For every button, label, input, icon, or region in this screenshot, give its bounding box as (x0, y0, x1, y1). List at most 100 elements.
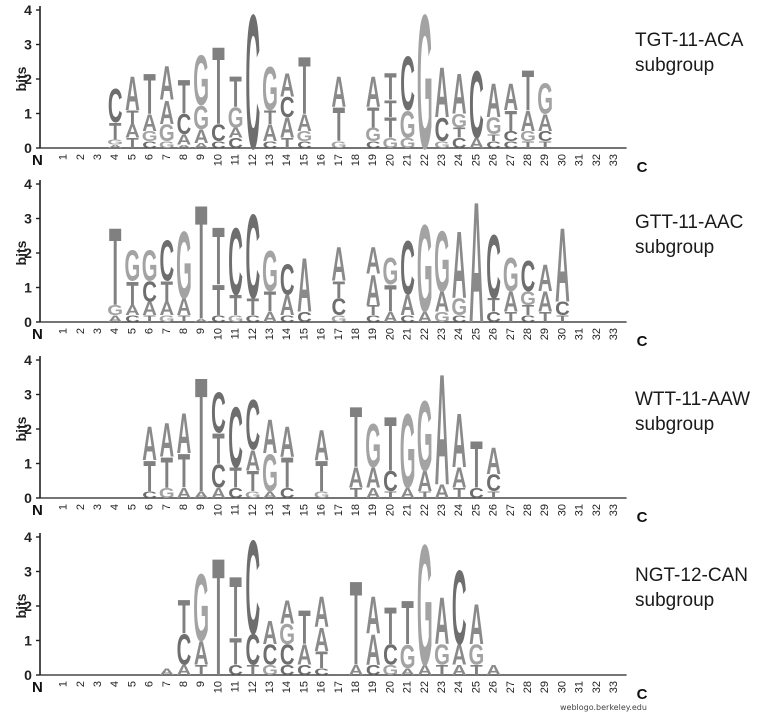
panel-2-title: GTT-11-AAC (635, 212, 744, 233)
logo-letter-A: A (366, 626, 381, 675)
position-label: 29 (539, 154, 551, 166)
panel-3-title: WTT-11-AAW (635, 389, 751, 410)
logo-letter-G: G (434, 639, 450, 671)
logo-letter-C: C (452, 314, 467, 324)
logo-letter-G: G (417, 380, 433, 492)
logo-letter-A: A (142, 417, 157, 470)
logo-letter-A: A (331, 238, 346, 291)
position-label: 20 (384, 504, 396, 516)
logo-letter-T: T (281, 449, 294, 498)
y-tick-label: 2 (24, 598, 32, 614)
logo-letter-G: G (417, 0, 433, 189)
logo-letter-T: T (264, 286, 276, 318)
logo-letter-A: A (417, 662, 432, 678)
logo-letter-T: T (522, 302, 535, 318)
logo-letter-T: T (470, 662, 483, 678)
weblogo-credit: weblogo.berkeley.edu (560, 703, 647, 712)
logo-letter-T: T (315, 647, 328, 674)
logo-letter-C: C (280, 485, 295, 501)
logo-letter-A: A (194, 634, 209, 672)
logo-letter-C: C (263, 140, 278, 150)
logo-letter-A: A (194, 126, 209, 147)
position-label: 20 (384, 681, 396, 693)
position-label: 21 (402, 328, 414, 340)
logo-letter-T: T (212, 425, 225, 474)
logo-letter-A: A (417, 309, 432, 325)
c-terminus-label: C (637, 686, 648, 703)
logo-letter-G: G (107, 302, 123, 318)
position-label: 32 (591, 328, 603, 340)
n-terminus-label: N (32, 502, 43, 519)
position-label: 5 (126, 681, 138, 687)
logo-letter-T: T (229, 462, 241, 494)
logo-letter-T: T (126, 135, 139, 151)
logo-letter-A: A (331, 68, 346, 117)
y-tick-label: 0 (24, 314, 32, 330)
position-label: 7 (161, 328, 173, 334)
position-label: 29 (539, 328, 551, 340)
logo-letter-C: C (366, 314, 381, 324)
position-label: 18 (350, 328, 362, 340)
logo-letter-T: T (298, 601, 311, 654)
position-label: 14 (281, 154, 293, 166)
logo-letter-T: T (401, 587, 413, 657)
logo-letter-A: A (469, 135, 484, 151)
logo-letter-C: C (177, 109, 192, 141)
logo-letter-T: T (419, 490, 432, 500)
logo-letter-G: G (469, 639, 485, 671)
logo-letter-T: T (126, 275, 138, 313)
position-label: 13 (264, 328, 276, 340)
logo-letter-G: G (331, 314, 347, 324)
logo-letter-A: A (383, 309, 398, 325)
logo-letter-G: G (262, 662, 278, 678)
logo-letter-A: A (538, 109, 553, 136)
logo-letter-T: T (539, 309, 552, 325)
logo-letter-C: C (486, 215, 501, 317)
logo-letter-T: T (143, 63, 155, 127)
logo-letter-T: T (436, 662, 449, 678)
position-label: 29 (539, 681, 551, 693)
position-label: 12 (247, 154, 259, 166)
logo-letter-A: A (177, 485, 192, 501)
position-label: 27 (505, 154, 517, 166)
position-label: 21 (402, 154, 414, 166)
position-label: 25 (470, 504, 482, 516)
logo-letter-A: A (538, 286, 553, 318)
logo-letter-T: T (247, 466, 259, 498)
logo-letter-A: A (400, 485, 415, 501)
position-label: 25 (470, 681, 482, 693)
logo-letter-T: T (522, 140, 535, 150)
logo-letter-C: C (263, 639, 278, 671)
position-label: 11 (230, 154, 242, 165)
logo-letter-C: C (228, 207, 243, 315)
position-label: 13 (264, 504, 276, 516)
position-label: 17 (333, 681, 345, 693)
logo-letter-T: T (109, 118, 122, 145)
logo-letter-A: A (263, 490, 278, 500)
logo-letter-C: C (297, 309, 312, 325)
logo-letter-A: A (228, 125, 243, 141)
logo-letter-C: C (297, 662, 312, 678)
position-label: 31 (574, 681, 586, 693)
position-label: 19 (367, 504, 379, 516)
position-label: 9 (195, 328, 207, 334)
logo-letter-T: T (350, 557, 362, 691)
logo-letter-T: T (367, 302, 380, 318)
logo-letter-A: A (142, 109, 157, 136)
logo-letter-A: A (503, 286, 518, 318)
logo-letter-A: A (435, 583, 450, 659)
y-tick-label: 2 (24, 421, 32, 437)
position-label: 16 (316, 328, 328, 340)
logo-letter-G: G (159, 120, 175, 147)
logo-letter-T: T (212, 525, 224, 712)
position-label: 17 (333, 154, 345, 166)
logo-letter-T: T (453, 125, 466, 141)
logo-letter-A: A (555, 207, 570, 325)
logo-letter-T: T (229, 631, 242, 673)
logo-letter-T: T (212, 210, 224, 302)
logo-letter-G: G (159, 485, 175, 501)
position-label: 23 (436, 328, 448, 340)
position-label: 3 (92, 154, 104, 160)
